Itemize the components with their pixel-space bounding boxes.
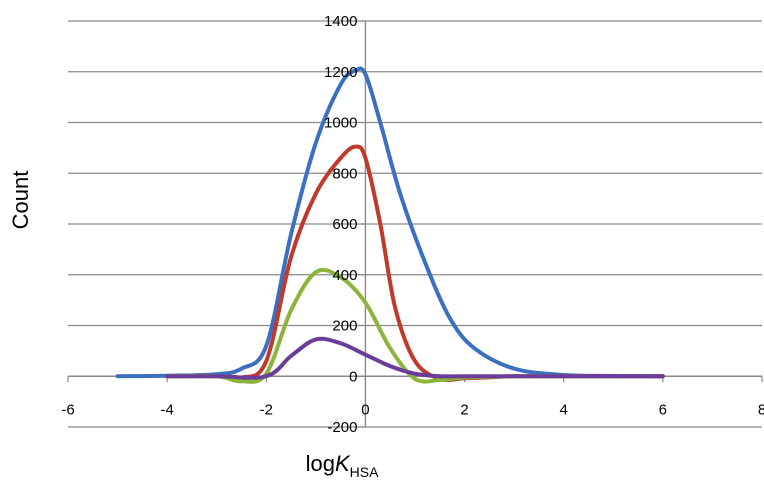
- x-axis-title-sub: HSA: [350, 464, 379, 480]
- x-axis-title-prefix: log: [306, 451, 335, 476]
- x-tick-label: 0: [361, 401, 369, 418]
- gridlines: [68, 20, 762, 428]
- y-tick-label: 0: [349, 368, 357, 385]
- y-tick-label: -200: [327, 419, 357, 436]
- series-line-2: [165, 144, 665, 382]
- y-tick-label: 1200: [324, 64, 357, 81]
- series-line-1: [115, 66, 665, 379]
- y-axis-title: Count: [8, 171, 33, 230]
- y-tick-label: 800: [332, 165, 357, 182]
- y-tick-label: 400: [332, 267, 357, 284]
- series-lines: [115, 66, 665, 384]
- x-tick-label: -6: [61, 401, 74, 418]
- x-axis-title-variable: K: [335, 451, 351, 476]
- x-tick-label: 4: [560, 401, 568, 418]
- y-tick-label: 1400: [324, 13, 357, 30]
- y-tick-label: 600: [332, 216, 357, 233]
- x-tick-label: 2: [460, 401, 468, 418]
- x-tick-label: -4: [160, 401, 173, 418]
- x-tick-label: 8: [758, 401, 764, 418]
- x-tick-label: -2: [260, 401, 273, 418]
- x-axis-title: logKHSA: [306, 451, 379, 480]
- series-line-4: [165, 336, 665, 380]
- y-tick-label: 1000: [324, 115, 357, 132]
- x-axis-title-main: logK: [306, 451, 351, 476]
- y-tick-label: 200: [332, 318, 357, 335]
- x-tick-label: 6: [659, 401, 667, 418]
